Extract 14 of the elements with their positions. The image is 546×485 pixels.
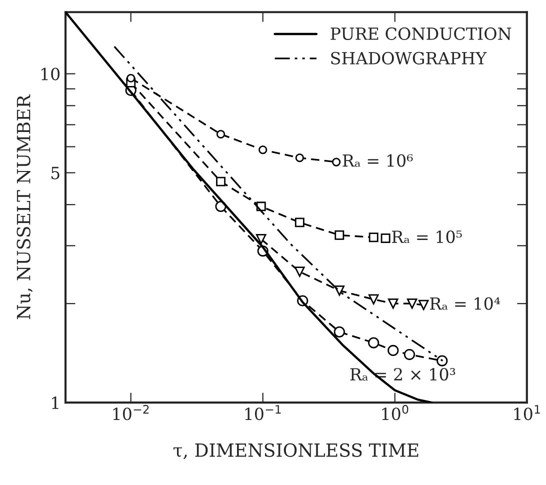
legend-label: SHADOWGRAPHY (331, 52, 487, 64)
y-tick-label: 1 (52, 396, 58, 409)
x-tick-label: 10$^{1}$ (514, 405, 540, 420)
series-label: Rₐ = 10⁵ (392, 230, 462, 244)
y-tick-label: 5 (51, 166, 60, 180)
x-tick-label: 10$^{0}$ (382, 404, 408, 420)
y-axis-title: Nu, NUSSELT NUMBER (16, 94, 33, 320)
x-tick-label: 10$^{−1}$ (245, 405, 281, 420)
legend-label: PURE CONDUCTION (330, 27, 512, 40)
y-tick-label: 10 (41, 68, 60, 80)
x-tick-label: 10$^{−2}$ (113, 404, 149, 420)
x-axis-title: τ, DIMENSIONLESS TIME (174, 443, 418, 460)
series-label: Rₐ = 10⁴ (430, 297, 500, 310)
series-label: Rₐ = 10⁶ (342, 154, 413, 167)
